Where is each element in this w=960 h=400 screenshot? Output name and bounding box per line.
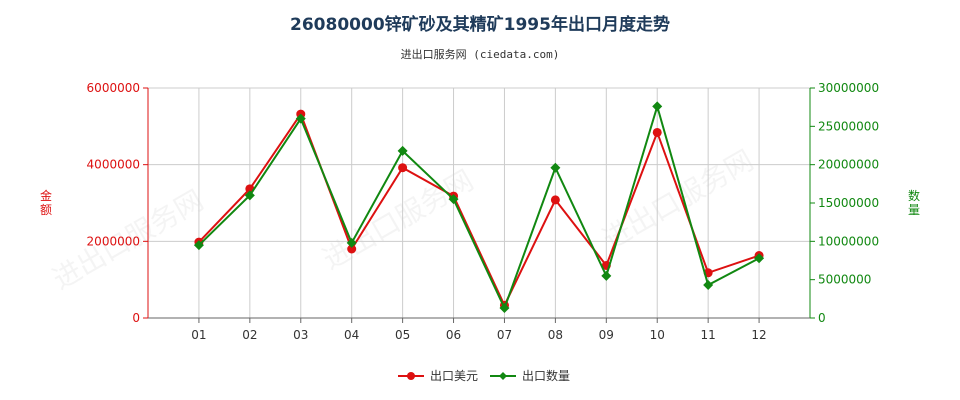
legend-marker-1 [407,372,415,380]
left-tick-label: 6000000 [87,81,140,95]
x-tick-label: 10 [650,328,665,342]
series-2-point [295,113,306,124]
right-tick-label: 0 [818,311,826,325]
x-tick-label: 06 [446,328,461,342]
series-2-point [703,280,714,291]
right-tick-label: 15000000 [818,196,879,210]
left-tick-label: 2000000 [87,234,140,248]
x-tick-label: 02 [242,328,257,342]
x-tick-label: 04 [344,328,359,342]
series-1-point [347,244,357,254]
right-axis-title: 数量 [908,188,920,217]
series-layer [193,101,765,314]
right-axis-title-char: 量 [908,203,920,217]
series-2-point [652,101,663,112]
x-tick-label: 12 [751,328,766,342]
left-tick-label: 4000000 [87,158,140,172]
series-1-point [398,163,408,173]
left-axis-title-char: 额 [40,203,52,217]
legend-label-1: 出口美元 [430,369,478,383]
x-tick-label: 07 [497,328,512,342]
right-tick-label: 30000000 [818,81,879,95]
x-tick-label: 03 [293,328,308,342]
x-tick-label: 09 [599,328,614,342]
series-2-point [601,270,612,281]
series-1-point [550,195,560,205]
left-axis-title-char: 金 [40,188,52,203]
chart-title: 26080000锌矿砂及其精矿1995年出口月度走势 [290,15,670,35]
right-tick-label: 20000000 [818,158,879,172]
left-tick-label: 0 [132,311,140,325]
series-2-point [193,240,204,251]
legend-label-2: 出口数量 [522,368,570,383]
left-axis-title: 金额 [40,188,52,217]
right-tick-label: 25000000 [818,119,879,133]
series-1-point [652,127,662,137]
series-2-point [550,162,561,173]
svg-text:进出口服务网: 进出口服务网 [597,143,759,256]
x-tick-label: 01 [191,328,206,342]
series-2-point [754,253,765,264]
x-tick-label: 05 [395,328,410,342]
legend: 出口美元 出口数量 [398,368,570,383]
series-2-point [448,194,459,205]
series-2-point [346,237,357,248]
right-tick-label: 10000000 [818,234,879,248]
series-2-point [499,303,510,314]
right-tick-label: 5000000 [818,273,871,287]
series-2-point [244,190,255,201]
legend-marker-2 [499,372,507,380]
chart-subtitle: 进出口服务网 (ciedata.com) [400,48,560,61]
right-axis-title-char: 数 [908,188,920,203]
series-2-point [397,145,408,156]
x-tick-label: 11 [701,328,716,342]
x-tick-label: 08 [548,328,563,342]
series-line-2 [198,102,760,311]
axes: 0 2000000 4000000 6000000 0 5000000 10000000 15… [40,81,920,342]
series-line-1 [198,111,760,308]
